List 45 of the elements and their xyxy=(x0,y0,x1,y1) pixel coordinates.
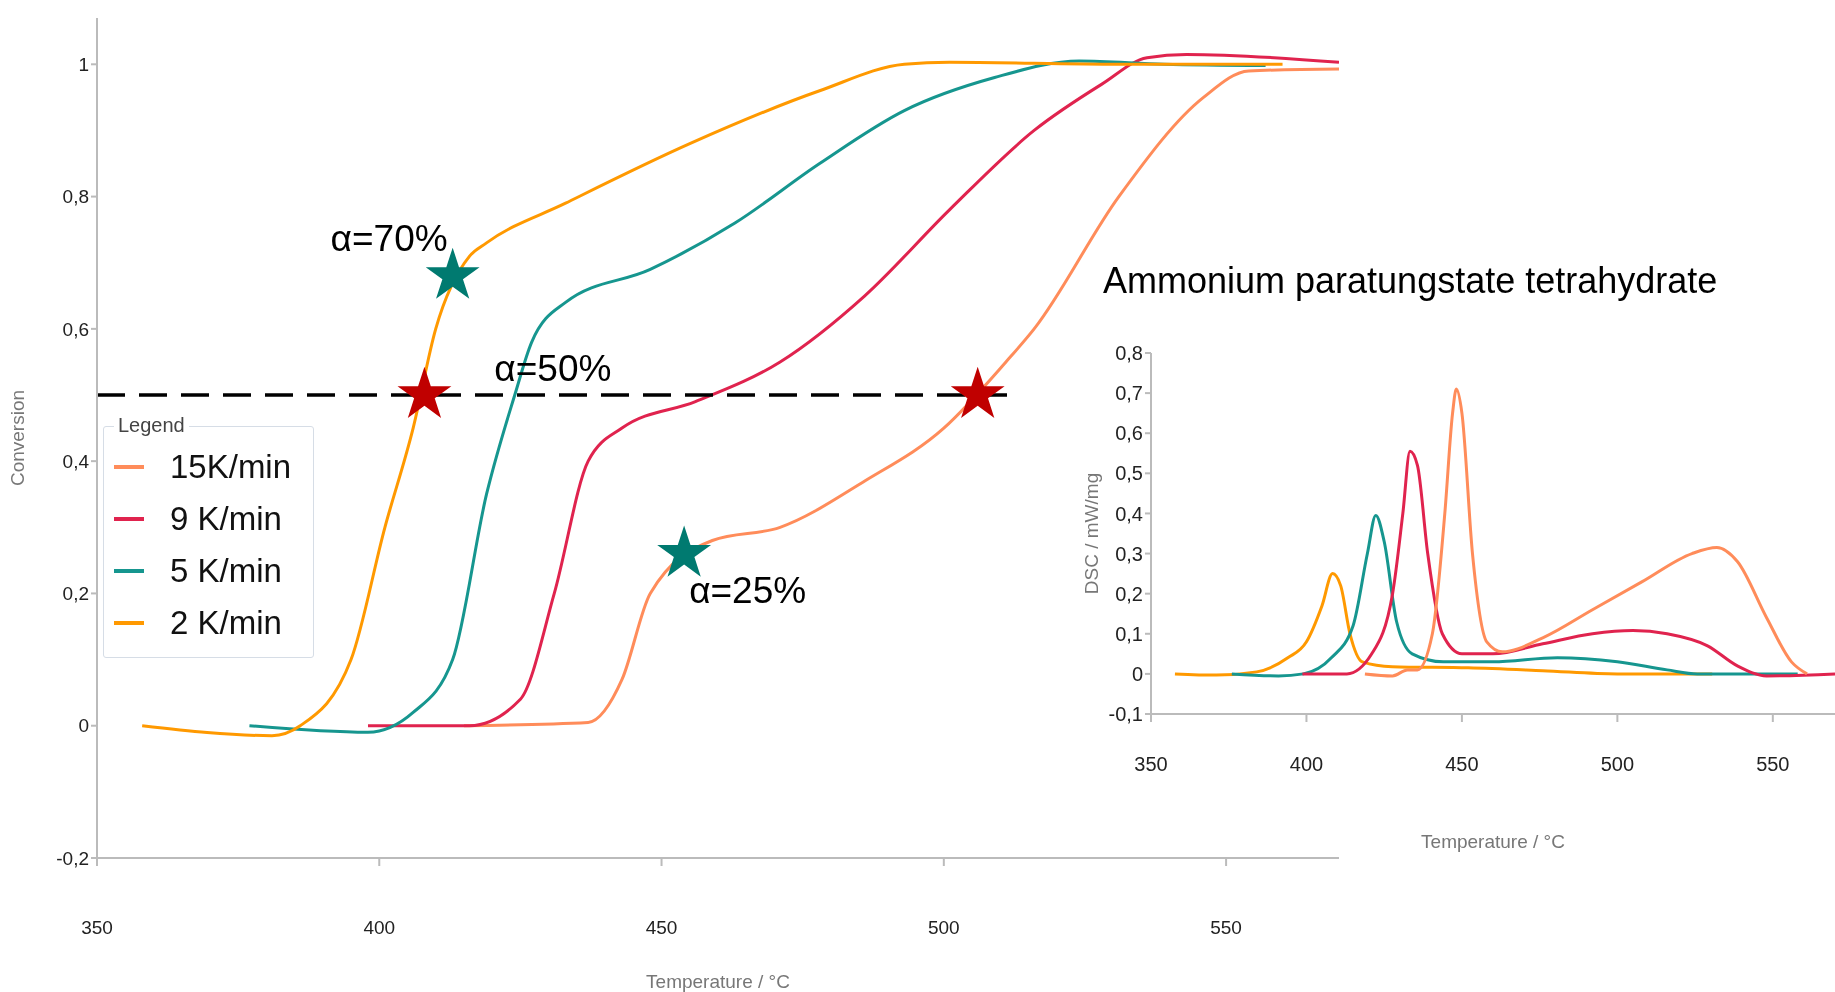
legend-title: Legend xyxy=(114,414,189,437)
y-tick-label: 1 xyxy=(78,54,89,76)
x-tick-label: 550 xyxy=(1210,917,1242,939)
y-tick-label: 0,5 xyxy=(1115,462,1143,485)
x-tick-label: 400 xyxy=(1289,753,1324,776)
chart-title: Ammonium paratungstate tetrahydrate xyxy=(1102,259,1719,303)
x-axis-title: Temperature / °C xyxy=(1421,831,1565,852)
line-series xyxy=(1300,449,1835,678)
y-tick-label: 0,3 xyxy=(1115,542,1143,565)
legend-label: 15K/min xyxy=(170,448,292,486)
x-tick-label: 450 xyxy=(645,917,678,939)
y-tick-label: -0,2 xyxy=(56,847,89,869)
point xyxy=(397,366,452,418)
y-tick-label: 0,6 xyxy=(1115,422,1143,445)
x-tick-label: 350 xyxy=(81,917,113,939)
x-axis-title: Temperature / °C xyxy=(646,971,790,992)
x-tick-label: 350 xyxy=(1134,753,1168,776)
legend-label: 5 K/min xyxy=(170,552,282,590)
x-tick-label: 450 xyxy=(1445,753,1479,776)
y-tick-label: 0,4 xyxy=(62,450,90,472)
x-tick-label: 550 xyxy=(1756,753,1790,776)
y-tick-label: 0,2 xyxy=(1115,582,1143,605)
annotation: α=25% xyxy=(689,569,807,611)
x-tick-label: 400 xyxy=(363,917,396,939)
x-tick-label: 500 xyxy=(927,917,960,939)
line-series xyxy=(1230,513,1800,678)
y-tick-label: 0,4 xyxy=(1115,502,1143,525)
y-axis-title: Conversion xyxy=(6,389,28,487)
y-tick-label: 0 xyxy=(1131,662,1143,685)
y-tick-label: 0,2 xyxy=(62,583,89,605)
x-tick-label: 500 xyxy=(1600,753,1635,776)
y-tick-label: 0,8 xyxy=(1115,342,1143,365)
point xyxy=(657,525,712,577)
y-tick-label: 0,8 xyxy=(62,186,89,208)
point xyxy=(950,366,1005,418)
legend-label: 2 K/min xyxy=(170,604,282,642)
y-tick-label: 0,7 xyxy=(1115,382,1143,405)
legend-label: 9 K/min xyxy=(170,500,282,538)
annotation: α=70% xyxy=(330,218,448,260)
y-tick-label: 0,1 xyxy=(1115,622,1143,645)
y-tick-label: -0,1 xyxy=(1108,703,1143,726)
y-axis-title: DSC / mW/mg xyxy=(1080,472,1102,595)
y-tick-label: 0,6 xyxy=(62,318,89,340)
line-series xyxy=(1363,387,1809,678)
y-tick-label: 0 xyxy=(78,715,89,737)
